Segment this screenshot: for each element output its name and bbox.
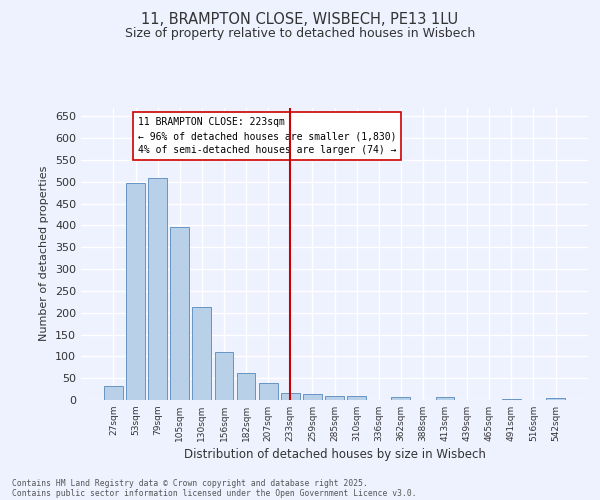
X-axis label: Distribution of detached houses by size in Wisbech: Distribution of detached houses by size … [184,448,485,461]
Bar [193,307,211,400]
Bar [303,394,322,400]
Text: 11 BRAMPTON CLOSE: 223sqm
← 96% of detached houses are smaller (1,830)
4% of sem: 11 BRAMPTON CLOSE: 223sqm ← 96% of detac… [138,117,396,155]
Bar [325,396,344,400]
Text: Contains HM Land Registry data © Crown copyright and database right 2025.: Contains HM Land Registry data © Crown c… [12,478,368,488]
Text: Size of property relative to detached houses in Wisbech: Size of property relative to detached ho… [125,28,475,40]
Bar [126,182,145,400]
Bar [391,396,410,400]
Bar [546,398,565,400]
Text: 11, BRAMPTON CLOSE, WISBECH, PE13 1LU: 11, BRAMPTON CLOSE, WISBECH, PE13 1LU [142,12,458,28]
Bar [502,398,521,400]
Bar [170,227,189,400]
Bar [436,397,454,400]
Bar [281,392,299,400]
Bar [347,396,366,400]
Bar [215,352,233,400]
Text: Contains public sector information licensed under the Open Government Licence v3: Contains public sector information licen… [12,488,416,498]
Bar [236,373,256,400]
Bar [259,382,278,400]
Y-axis label: Number of detached properties: Number of detached properties [40,166,49,342]
Bar [148,178,167,400]
Bar [104,386,123,400]
